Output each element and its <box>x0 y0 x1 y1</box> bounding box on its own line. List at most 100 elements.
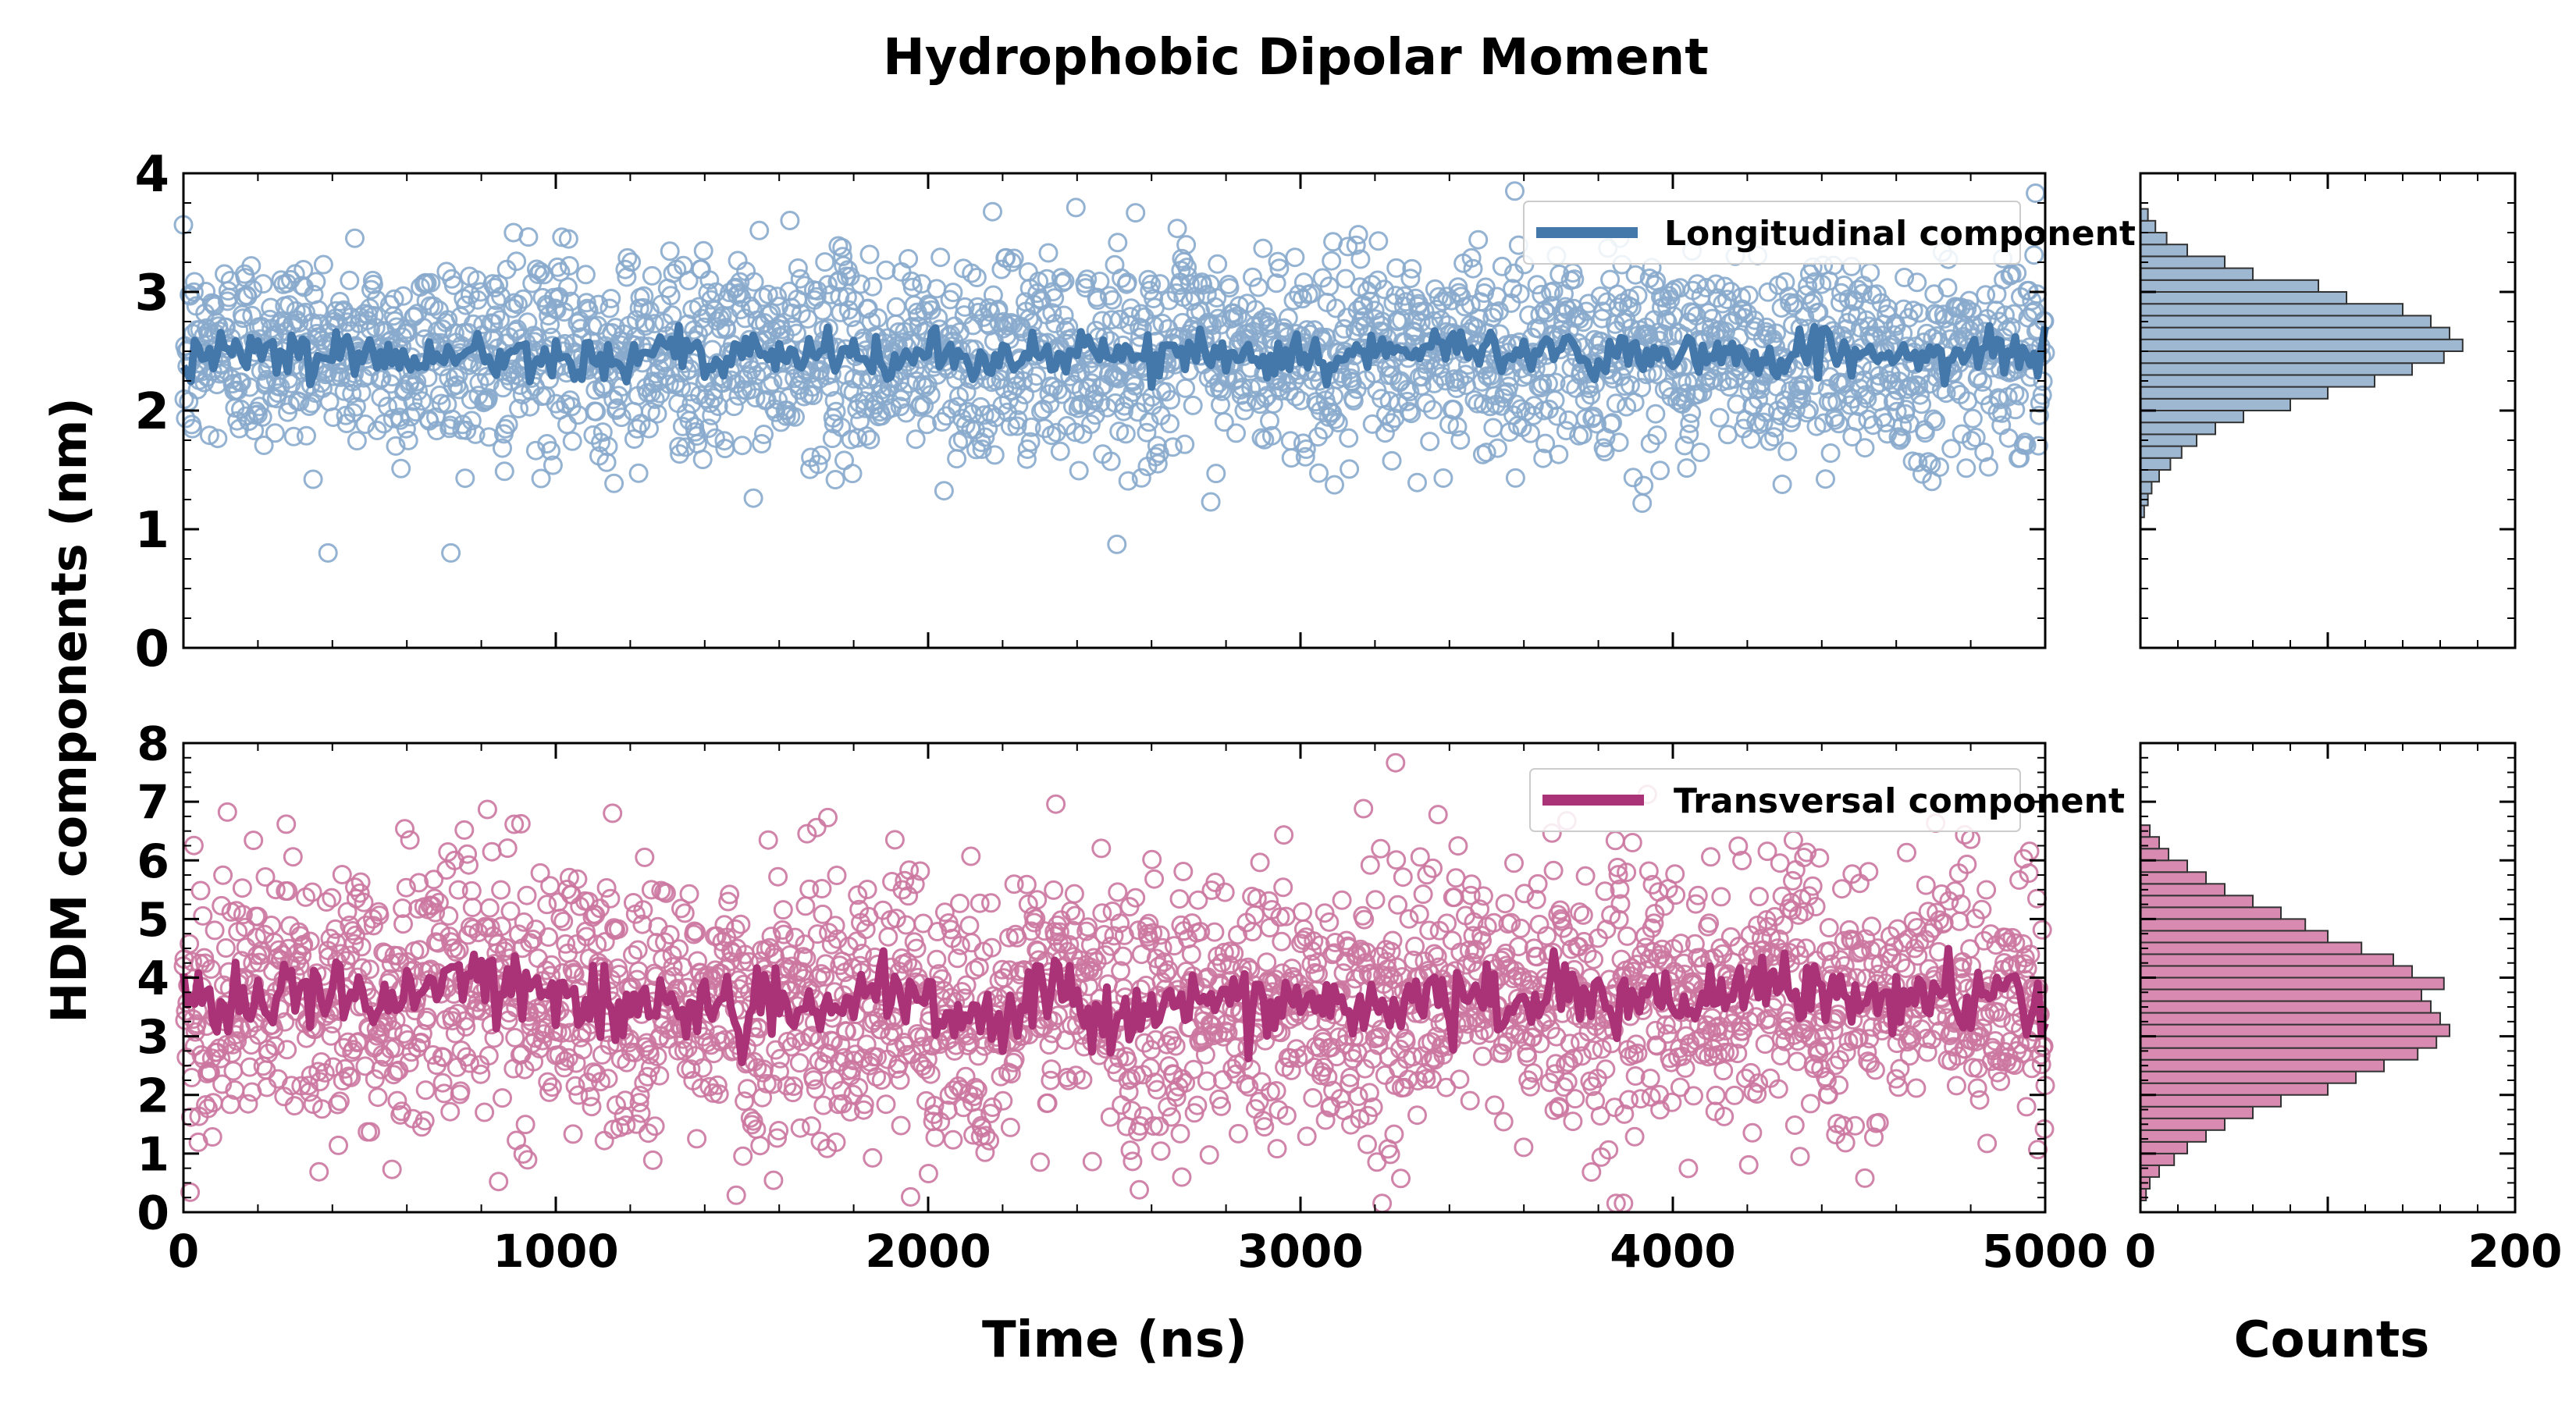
longitudinal-point <box>1054 305 1074 325</box>
transversal-point <box>1149 1116 1169 1136</box>
longitudinal-point <box>732 436 753 456</box>
transversal-point <box>215 938 236 958</box>
longitudinal-point <box>1677 458 1697 478</box>
transversal-point <box>1514 884 1535 904</box>
longitudinal-point <box>851 274 870 294</box>
longitudinal-point <box>876 260 896 280</box>
transversal-point <box>1920 923 1940 943</box>
transversal-point <box>795 934 815 955</box>
transversal-point <box>1783 870 1802 891</box>
transversal-point <box>479 898 500 918</box>
longitudinal-point <box>692 450 713 470</box>
longitudinal-point <box>1432 291 1453 311</box>
longitudinal-point <box>1132 318 1152 339</box>
longitudinal-point <box>1429 286 1449 307</box>
longitudinal-point <box>1206 464 1226 484</box>
longitudinal-point <box>208 429 228 449</box>
transversal-point <box>1064 884 1084 904</box>
longitudinal-point <box>824 391 845 411</box>
longitudinal-point <box>589 294 609 315</box>
longitudinal-point <box>1147 454 1168 474</box>
longitudinal-point <box>1930 457 1949 477</box>
transversal-point <box>1416 1069 1436 1089</box>
longitudinal-point <box>1463 258 1483 279</box>
transversal-point <box>983 1097 1002 1117</box>
transversal-point <box>1819 918 1839 937</box>
transversal-point <box>396 877 416 898</box>
longitudinal-point <box>313 254 333 275</box>
transversal-point <box>1112 1095 1132 1115</box>
transversal-point <box>1665 864 1685 884</box>
transversal-point <box>1897 842 1916 863</box>
transversal-point <box>568 1085 589 1105</box>
longitudinal-point <box>1979 457 1998 477</box>
longitudinal-point <box>1343 390 1364 411</box>
transversal-point <box>906 938 927 959</box>
longitudinal-point <box>1908 452 1928 472</box>
longitudinal-point <box>1758 282 1778 302</box>
transversal-point <box>726 1185 746 1205</box>
transversal-point <box>600 888 621 909</box>
transversal-point <box>943 1129 963 1150</box>
transversal-point <box>1570 902 1589 923</box>
transversal-point <box>1272 931 1292 951</box>
longitudinal-point <box>495 418 515 439</box>
transversal-point <box>393 914 413 934</box>
transversal-point <box>1859 862 1879 882</box>
longitudinal-point <box>1797 403 1817 423</box>
transversal-point <box>1590 1106 1610 1126</box>
transversal-point <box>674 1040 694 1061</box>
longitudinal-point <box>1499 376 1519 397</box>
transversal-point <box>568 869 588 889</box>
longitudinal-point <box>1138 269 1158 290</box>
transversal-point <box>1571 1046 1592 1066</box>
longitudinal-point <box>760 375 780 396</box>
transversal-point <box>718 891 738 912</box>
transversal-point <box>1835 1133 1856 1153</box>
transversal-point <box>898 952 918 973</box>
transversal-point <box>553 911 574 931</box>
transversal-point <box>913 913 934 934</box>
figure-title: Hydrophobic Dipolar Moment <box>883 29 1709 87</box>
transversal-point <box>1857 1042 1877 1062</box>
longitudinal-point <box>1420 432 1440 452</box>
transversal-point <box>1218 1023 1238 1043</box>
longitudinal-point <box>744 272 764 292</box>
transversal-point <box>975 1142 995 1162</box>
transversal-point <box>1584 949 1604 969</box>
longitudinal-point <box>445 367 465 387</box>
transversal-point <box>1187 1095 1208 1115</box>
transversal-point <box>1001 1064 1021 1084</box>
longitudinal-point <box>1319 276 1340 297</box>
longitudinal-point <box>1400 269 1421 289</box>
transversal-point <box>202 1127 222 1147</box>
transversal-point <box>1205 873 1226 892</box>
transversal-point <box>1044 880 1064 900</box>
transversal-point <box>709 1084 729 1104</box>
transversal-point <box>351 937 372 957</box>
longitudinal-point <box>518 227 539 247</box>
longitudinal-point <box>808 454 828 475</box>
transversal-point <box>1577 944 1597 964</box>
transversal-point <box>290 926 311 946</box>
transversal-point <box>1666 885 1686 905</box>
transversal-point <box>513 1144 533 1164</box>
transversal-point <box>1897 1032 1917 1052</box>
longitudinal-point <box>1289 284 1309 304</box>
longitudinal-point <box>1859 316 1879 336</box>
longitudinal-point <box>2016 436 2037 455</box>
transversal-point <box>1646 1020 1666 1040</box>
longitudinal-point <box>1923 409 1944 429</box>
transversal-point <box>596 878 617 898</box>
transversal-point <box>639 1044 660 1065</box>
transversal-point <box>1617 926 1638 946</box>
longitudinal-point <box>1207 288 1227 308</box>
transversal-point <box>193 905 213 926</box>
longitudinal-point <box>1266 273 1286 293</box>
transversal-point <box>1156 963 1176 984</box>
transversal-point <box>379 969 400 989</box>
longitudinal-point <box>489 274 509 294</box>
transversal-point <box>580 1087 600 1107</box>
transversal-point <box>853 1100 873 1120</box>
transversal-point <box>1117 1051 1137 1071</box>
